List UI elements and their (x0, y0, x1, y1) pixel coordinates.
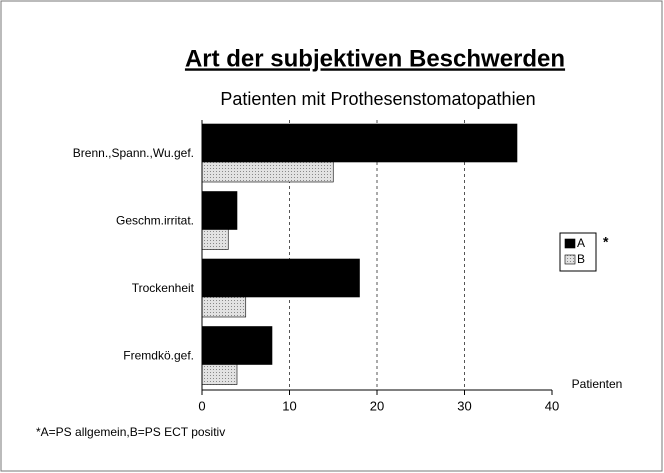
chart-subtitle: Patienten mit Prothesenstomatopathien (220, 89, 535, 109)
y-tick-label: Brenn.,Spann.,Wu.gef. (73, 146, 194, 160)
x-tick-label: 0 (198, 398, 205, 413)
legend-label: A (577, 236, 585, 250)
x-tick-label: 10 (282, 398, 296, 413)
bar (201, 161, 334, 183)
x-tick-label: 30 (457, 398, 471, 413)
legend-label: B (577, 252, 585, 266)
x-axis-label: Patienten (572, 377, 623, 391)
y-tick-label: Geschm.irritat. (116, 213, 194, 227)
legend-note: * (603, 234, 609, 250)
x-tick-label: 40 (545, 398, 559, 413)
chart-title: Art der subjektiven Beschwerden (185, 45, 565, 72)
legend-swatch (564, 238, 576, 249)
bar (201, 191, 238, 230)
bar (201, 326, 273, 365)
y-tick-label: Trockenheit (132, 281, 195, 295)
x-tick-label: 20 (370, 398, 384, 413)
bar (201, 296, 247, 318)
legend-swatch (564, 254, 576, 265)
bar (201, 229, 229, 250)
y-tick-label: Fremdkö.gef. (123, 348, 194, 362)
bar (201, 258, 360, 298)
footnote: *A=PS allgemein,B=PS ECT positiv (36, 425, 225, 439)
bar (201, 364, 238, 385)
bar (201, 123, 518, 163)
